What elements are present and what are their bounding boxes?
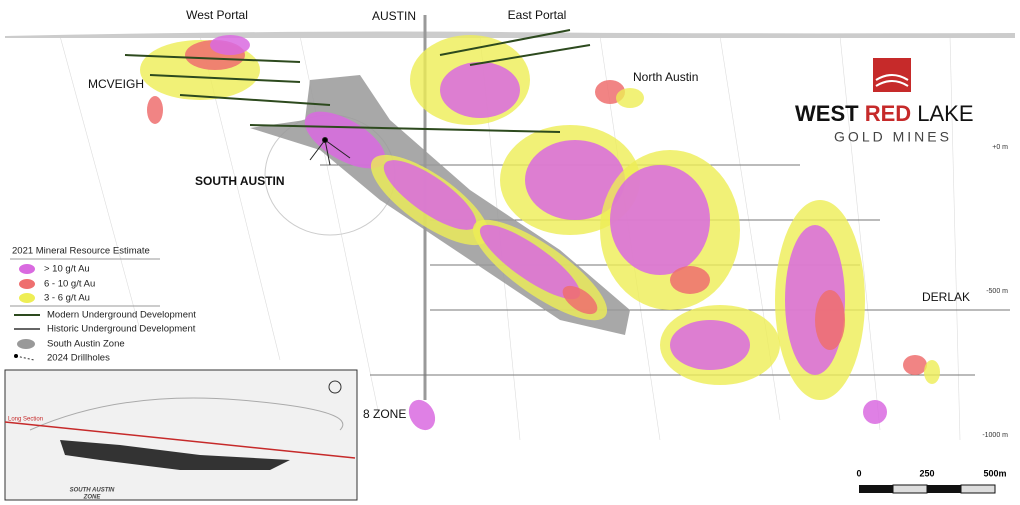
drillhole-fan bbox=[309, 137, 351, 166]
logo-word: LAKE bbox=[917, 101, 973, 126]
inset-label: SOUTH AUSTIN bbox=[70, 488, 115, 494]
logo: WEST RED LAKE GOLD MINES bbox=[795, 58, 974, 145]
block bbox=[863, 400, 887, 424]
scale-segment bbox=[960, 484, 996, 494]
logo-wave bbox=[875, 74, 909, 87]
scale-label: 250 bbox=[919, 468, 934, 478]
legend-swatch bbox=[14, 354, 18, 358]
block bbox=[670, 320, 750, 370]
surface bbox=[5, 31, 1015, 38]
legend-swatch bbox=[19, 279, 35, 289]
block bbox=[210, 35, 250, 55]
legend-item: > 10 g/t Au bbox=[44, 264, 90, 275]
depth-label: -500 m bbox=[986, 288, 1008, 295]
legend-item: 3 - 6 g/t Au bbox=[44, 293, 90, 304]
logo-text: WEST RED LAKE bbox=[795, 101, 974, 126]
scale-segment bbox=[892, 484, 928, 494]
legend-item: South Austin Zone bbox=[47, 339, 125, 350]
inset-label: ZONE bbox=[83, 495, 102, 501]
modern-development bbox=[124, 29, 591, 133]
inset-zone bbox=[60, 440, 290, 470]
legend-title: 2021 Mineral Resource Estimate bbox=[12, 246, 150, 257]
depth-label: -1000 m bbox=[982, 432, 1008, 439]
block bbox=[408, 399, 436, 431]
logo-subtitle: GOLD MINES bbox=[834, 129, 952, 145]
inset-workings bbox=[29, 397, 344, 431]
label: North Austin bbox=[633, 70, 698, 84]
legend-item: Modern Underground Development bbox=[47, 310, 196, 321]
legend-swatch bbox=[19, 293, 35, 303]
legend-swatch bbox=[19, 264, 35, 274]
legend-swatch bbox=[17, 339, 35, 349]
label: MCVEIGH bbox=[88, 77, 144, 91]
block bbox=[147, 96, 163, 124]
label: East Portal bbox=[508, 8, 567, 22]
drillhole bbox=[839, 35, 881, 431]
label: 8 ZONE bbox=[363, 407, 406, 421]
label: West Portal bbox=[186, 8, 248, 22]
block bbox=[610, 165, 710, 275]
scale-bar: 0 250 500m bbox=[856, 468, 1007, 494]
resource-blocks bbox=[140, 35, 940, 431]
block bbox=[903, 355, 927, 375]
legend-swatch bbox=[15, 355, 35, 361]
drillhole bbox=[59, 35, 141, 331]
scale-label: 500m bbox=[983, 468, 1006, 478]
inset-map: Long Section SOUTH AUSTIN ZONE bbox=[4, 369, 358, 501]
label: AUSTIN bbox=[372, 9, 416, 23]
depth-label: +0 m bbox=[992, 144, 1008, 151]
legend-item: 6 - 10 g/t Au bbox=[44, 279, 95, 290]
block bbox=[383, 160, 477, 230]
block bbox=[440, 62, 520, 118]
block bbox=[479, 224, 581, 300]
drift bbox=[124, 29, 591, 106]
block bbox=[525, 140, 625, 220]
block bbox=[924, 360, 940, 384]
inset-frame bbox=[4, 369, 358, 501]
legend-item: 2024 Drillholes bbox=[47, 353, 110, 364]
drillhole bbox=[949, 35, 961, 441]
drillhole bbox=[324, 139, 351, 159]
block bbox=[562, 285, 598, 315]
drift bbox=[249, 124, 561, 133]
inset-label: Long Section bbox=[8, 417, 43, 423]
legend: 2021 Mineral Resource Estimate > 10 g/t … bbox=[10, 246, 196, 364]
block bbox=[670, 266, 710, 294]
north-arrow bbox=[328, 380, 342, 394]
scale-segment bbox=[859, 485, 893, 493]
logo-word: WEST bbox=[795, 101, 859, 126]
scale-segment bbox=[927, 485, 961, 493]
label: DERLAK bbox=[922, 290, 970, 304]
legend-item: Historic Underground Development bbox=[47, 324, 196, 335]
scale-label: 0 bbox=[856, 468, 861, 478]
block bbox=[815, 290, 845, 350]
collar bbox=[322, 137, 328, 143]
logo-word: RED bbox=[865, 101, 911, 126]
drillhole bbox=[324, 139, 331, 166]
block bbox=[616, 88, 644, 108]
inset-section-line bbox=[4, 421, 356, 459]
drillhole bbox=[309, 139, 326, 161]
label: SOUTH AUSTIN bbox=[195, 174, 285, 188]
